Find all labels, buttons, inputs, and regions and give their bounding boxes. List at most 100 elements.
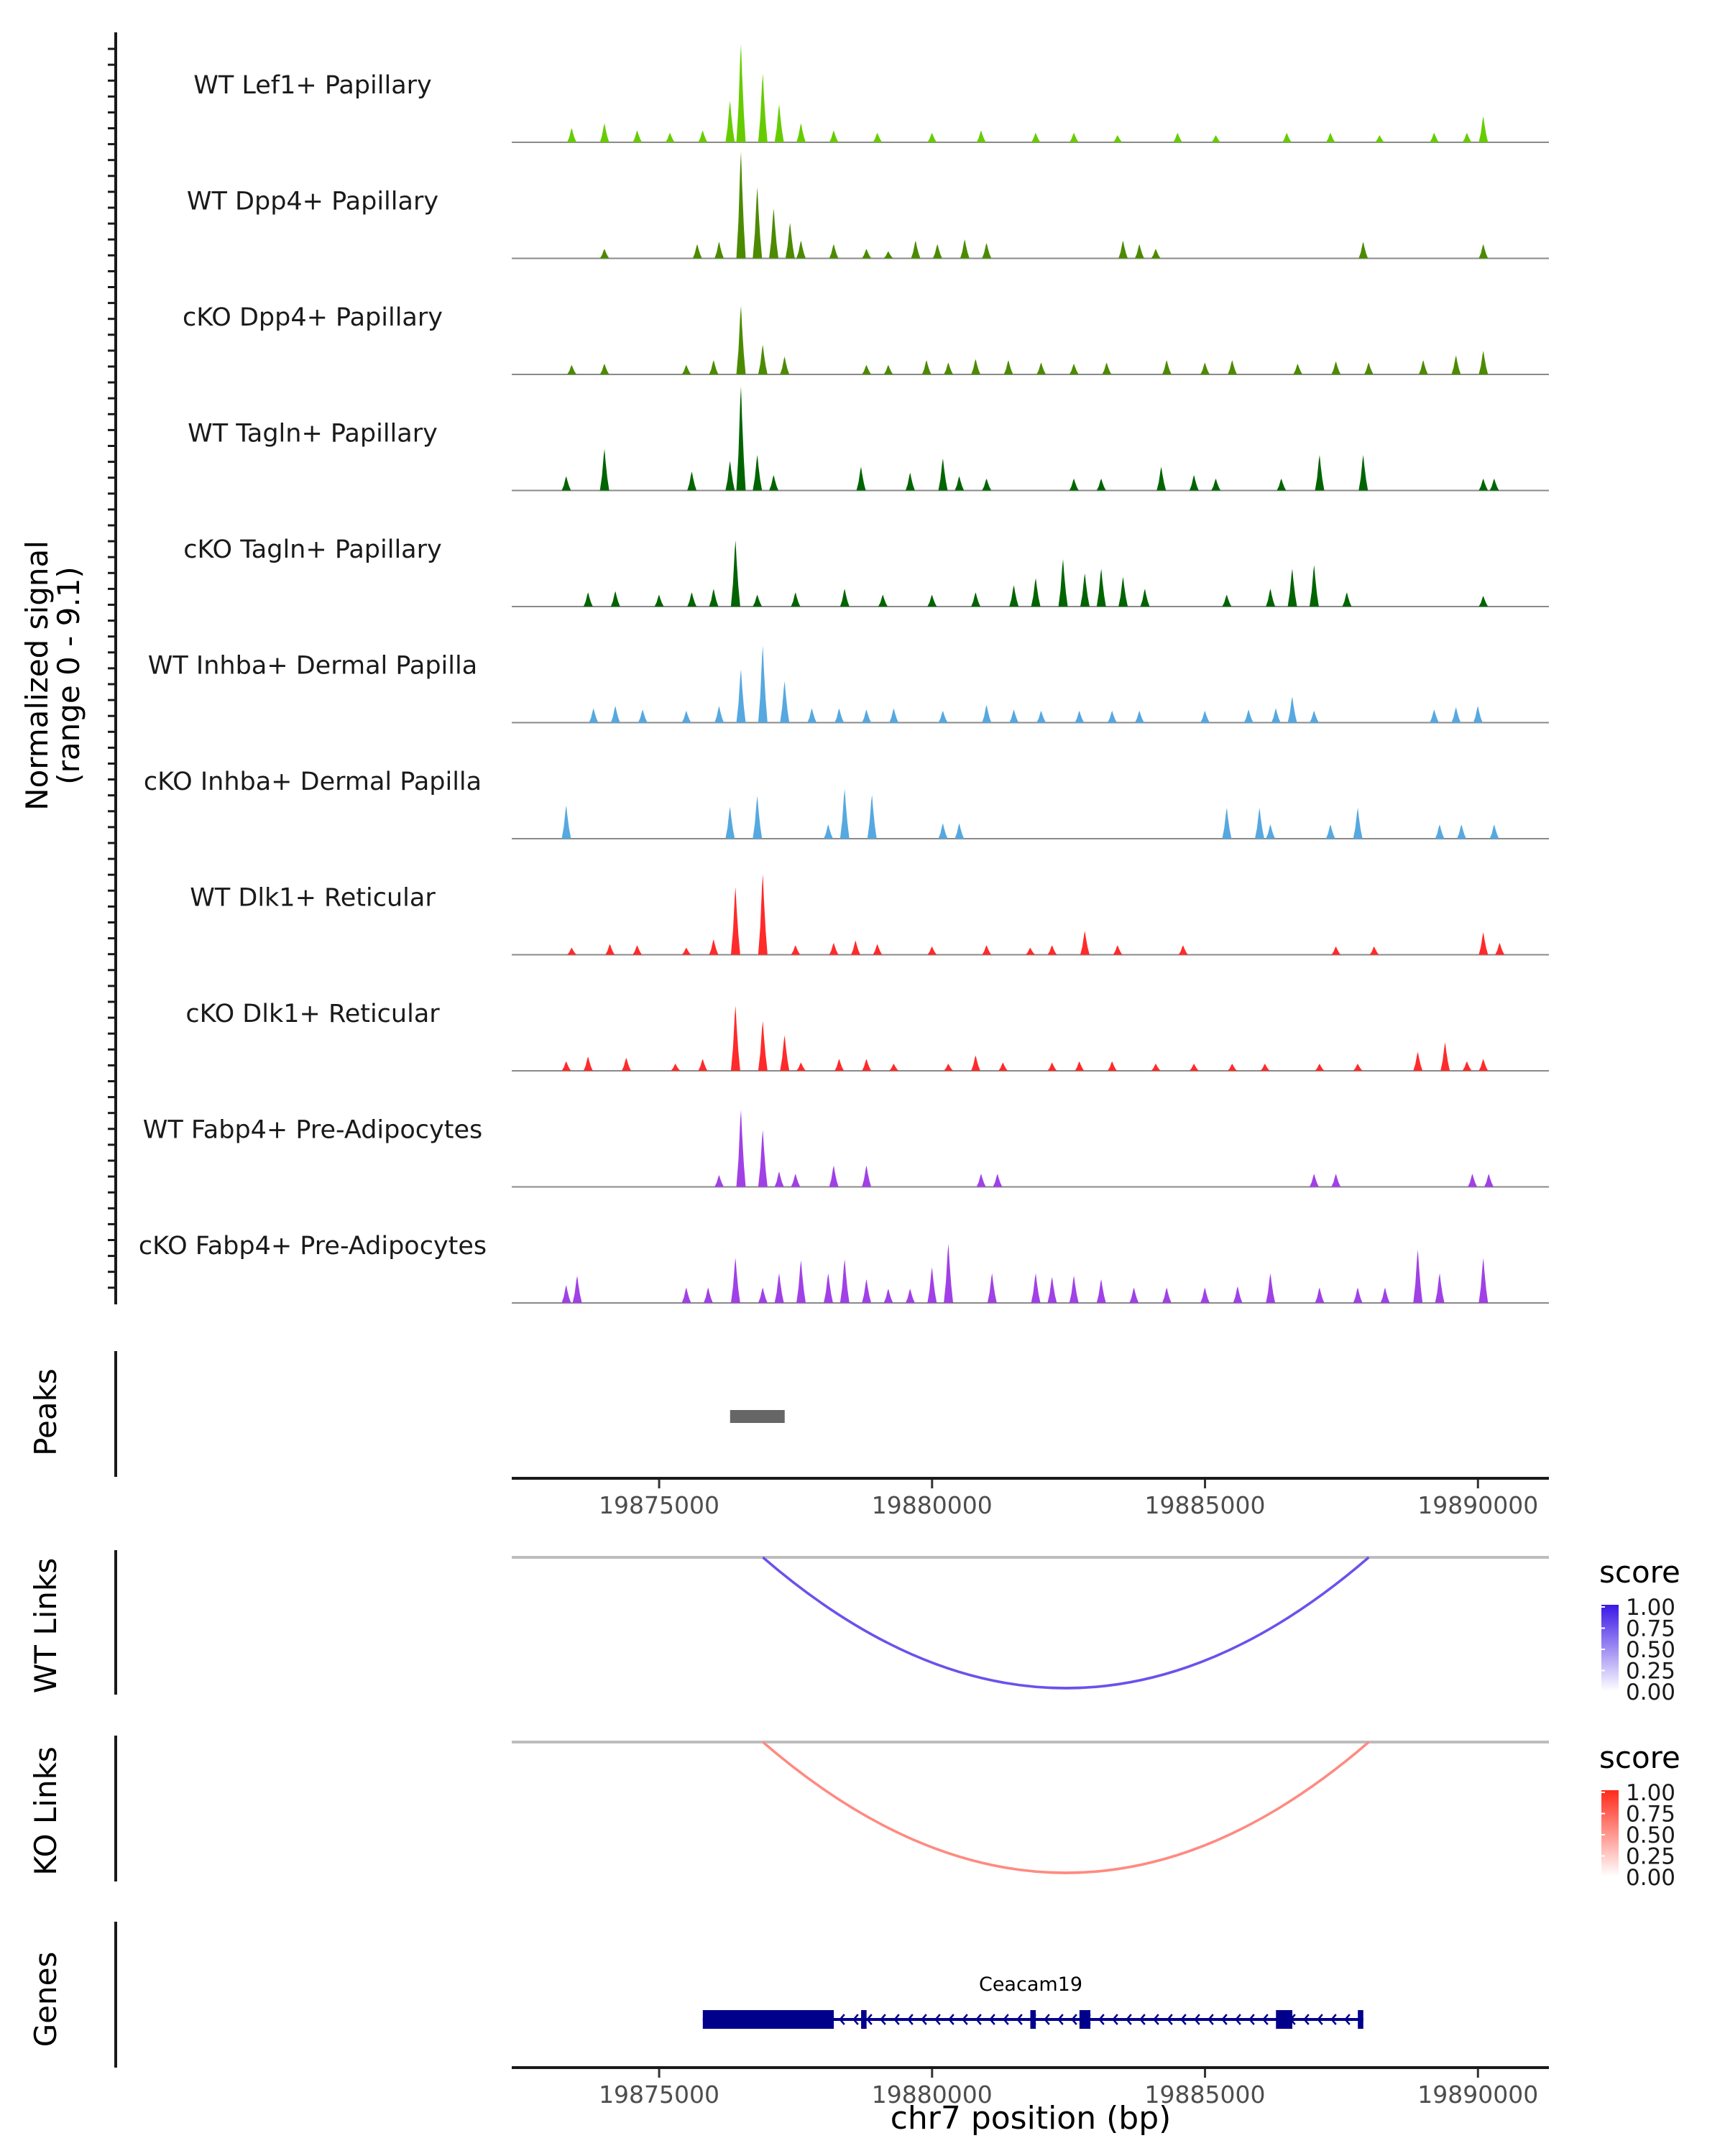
coverage-peak (736, 152, 746, 259)
coverage-peak (1287, 696, 1297, 723)
coverage-peak (698, 130, 708, 142)
coverage-peak (824, 824, 833, 839)
coverage-peak (1173, 132, 1183, 142)
strand-arrow (1303, 2014, 1310, 2025)
coverage-peak (938, 458, 948, 491)
x-tick-label: 19880000 (872, 2081, 993, 2109)
coverage-peak (730, 1258, 740, 1303)
coverage-peak (687, 592, 697, 607)
coverage-peak (1031, 132, 1041, 142)
strand-arrow (880, 2014, 886, 2025)
strand-arrow (1126, 2014, 1132, 2025)
coverage-peak (829, 943, 839, 955)
legend-tick-label: 1.00 (1626, 1780, 1675, 1806)
strand-arrow (934, 2014, 941, 2025)
coverage-track: cKO Dpp4+ Papillary (183, 303, 1549, 375)
coverage-peak (1075, 711, 1085, 723)
coverage-tracks: WT Lef1+ Papillary WT Dpp4+ Papillary cKO … (139, 44, 1549, 1304)
coverage-peak (561, 476, 571, 491)
coverage-peak (1331, 361, 1341, 374)
genes-x-ticks: 19875000 19880000 19885000 19890000 (599, 2069, 1538, 2109)
coverage-peak (1036, 711, 1046, 723)
strand-arrow (1180, 2014, 1187, 2025)
coverage-peak (971, 1055, 981, 1071)
coverage-peak (1462, 1061, 1472, 1071)
coverage-peak (780, 356, 790, 374)
legend-tick-label: 0.00 (1626, 1680, 1675, 1705)
coverage-peak (1222, 808, 1232, 839)
coverage-peak (1118, 240, 1128, 259)
gene-exon (1079, 2010, 1091, 2029)
ko-legend-title: score (1599, 1740, 1680, 1775)
coverage-peak (1009, 709, 1019, 723)
coverage-peak (944, 1243, 954, 1303)
x-tick-label: 19890000 (1417, 1491, 1538, 1519)
coverage-peak (1489, 824, 1499, 839)
strand-arrow (1317, 2014, 1323, 2025)
coverage-peak (1036, 362, 1046, 374)
coverage-peak (1211, 135, 1221, 142)
coverage-peak (873, 132, 883, 142)
coverage-peak (1200, 711, 1210, 723)
coverage-peak (753, 187, 763, 259)
strand-arrow (962, 2014, 968, 2025)
coverage-peak (1266, 589, 1276, 607)
coverage-peak (976, 130, 986, 142)
coverage-peak (572, 1276, 582, 1303)
coverage-peak (561, 805, 571, 839)
coverage-peak (1451, 707, 1461, 723)
coverage-peak (1478, 351, 1489, 374)
coverage-peak (824, 1273, 833, 1303)
coverage-peak (1315, 455, 1325, 491)
coverage-peak (938, 823, 948, 839)
coverage-peak (583, 1056, 593, 1071)
coverage-peak (1189, 1064, 1199, 1071)
coverage-peak (758, 874, 768, 955)
coverage-peak (1031, 578, 1041, 607)
coverage-peak (703, 1287, 713, 1303)
coverage-peak (561, 1285, 571, 1303)
coverage-peak (1113, 135, 1123, 142)
coverage-peak (774, 1273, 784, 1303)
coverage-peak (1473, 706, 1483, 723)
coverage-peak (1118, 576, 1128, 607)
coverage-peak (583, 592, 593, 607)
ko-legend-colorbar (1601, 1790, 1619, 1876)
strand-arrow (989, 2014, 995, 2025)
wt-legend-ticks: 1.000.750.500.250.00 (1601, 1595, 1675, 1705)
coverage-peak (862, 249, 872, 259)
coverage-peak (1325, 824, 1335, 839)
track-label: WT Dpp4+ Papillary (187, 188, 438, 216)
legend-tick-label: 0.25 (1626, 1659, 1675, 1685)
coverage-peak (1096, 568, 1106, 607)
coverage-peak (730, 887, 740, 955)
coverage-peak (960, 239, 970, 259)
x-tick-label: 19885000 (1145, 1491, 1266, 1519)
coverage-peak (944, 362, 954, 374)
coverage-peak (1162, 1287, 1172, 1303)
coverage-peak (785, 223, 795, 259)
coverage-peak (1413, 1249, 1423, 1303)
x-tick-label: 19875000 (599, 1491, 719, 1519)
peak-region (730, 1410, 785, 1423)
coverage-peak (834, 708, 845, 723)
coverage-peak (1430, 132, 1440, 142)
coverage-peak (1096, 1279, 1106, 1303)
coverage-peak (1309, 565, 1319, 607)
coverage-peak (1266, 1273, 1276, 1303)
coverage-peak (1026, 947, 1035, 955)
coverage-peak (1435, 824, 1445, 839)
legend-tick-label: 0.50 (1626, 1823, 1675, 1848)
coverage-peak (1134, 244, 1144, 259)
coverage-peak (829, 130, 839, 142)
coverage-peak (599, 249, 610, 259)
coverage-peak (567, 128, 577, 142)
strand-arrow (948, 2014, 954, 2025)
coverage-peak (905, 1289, 915, 1303)
coverage-peak (1075, 1061, 1085, 1071)
gene-exon (1276, 2010, 1293, 2029)
coverage-peak (976, 1174, 986, 1187)
strand-arrow (1344, 2014, 1351, 2025)
coverage-peak (862, 1165, 872, 1187)
coverage-peak (1451, 355, 1461, 374)
